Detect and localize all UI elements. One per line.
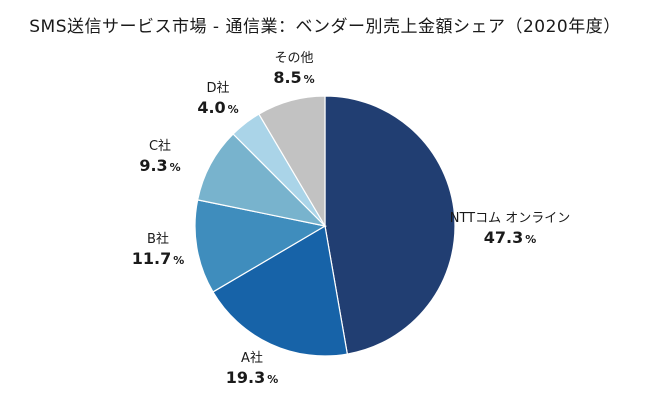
slice-name-label: NTTコム オンライン: [450, 211, 571, 226]
slice-value-label: 4.0%: [197, 98, 238, 117]
slice-name-label: その他: [274, 51, 313, 66]
slice-value-label: 9.3%: [139, 156, 180, 175]
slice-label: A社 19.3%: [226, 350, 279, 387]
slice-value-label: 19.3%: [226, 368, 279, 387]
slice-value-label: 11.7%: [132, 249, 185, 268]
slice-value-label: 47.3%: [484, 228, 537, 247]
slice-label: B社 11.7%: [132, 231, 185, 268]
slice-name-label: C社: [149, 138, 171, 154]
slice-name-label: D社: [206, 80, 229, 96]
slice-label: NTTコム オンライン 47.3%: [450, 211, 571, 247]
chart-title: SMS送信サービス市場 - 通信業：ベンダー別売上金額シェア（2020年度）: [29, 17, 621, 37]
pie-slice: [258, 95, 326, 229]
pie-slices: [194, 95, 456, 357]
slice-label: その他 8.5%: [273, 51, 314, 87]
slice-labels: NTTコム オンライン 47.3 % A社 19.3 % B社 11.7 % C社 9.3 % D社 4.…: [132, 51, 571, 387]
pie-slice: [194, 199, 327, 293]
slice-name-label: A社: [241, 350, 263, 366]
pie-slice: [324, 95, 456, 355]
slice-label: D社 4.0%: [197, 80, 238, 117]
pie-slice: [212, 225, 349, 357]
slice-name-label: B社: [147, 231, 169, 247]
slice-value-label: 8.5%: [273, 68, 314, 87]
slice-label: C社 9.3%: [139, 138, 180, 175]
